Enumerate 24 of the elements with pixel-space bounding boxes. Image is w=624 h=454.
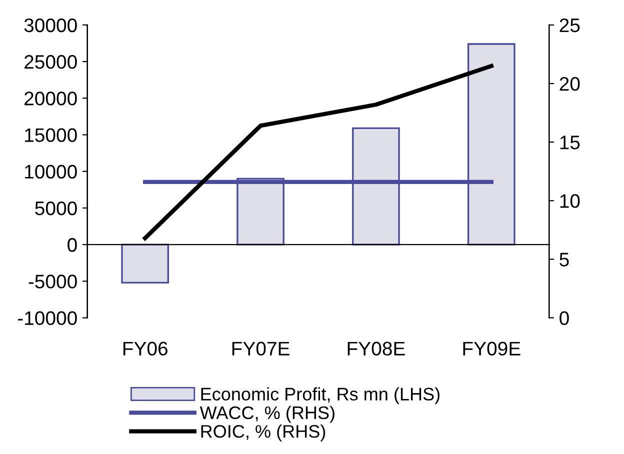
x-tick-label: FY06 [123, 342, 168, 356]
y2-tick-label: 25 [560, 18, 580, 32]
y2-tick-label: 20 [560, 77, 580, 91]
y2-tick-label: 0 [560, 311, 569, 326]
legend-label: Economic Profit, Rs mn (LHS) [201, 387, 440, 404]
y-tick-label: -5000 [28, 274, 77, 288]
y2-tick-label: 15 [560, 136, 580, 150]
y2-tick-label: 5 [560, 252, 569, 266]
y-tick-label: 5000 [35, 201, 77, 216]
legend-label: ROIC, % (RHS) [201, 424, 326, 442]
y-tick-label: 30000 [24, 18, 77, 32]
y-tick-label: 25000 [24, 55, 77, 69]
x-tick-label: FY07E [232, 342, 290, 356]
y-tick-label: 0 [68, 238, 77, 252]
y2-tick-label: 10 [560, 194, 580, 208]
y-tick-label: 10000 [25, 164, 77, 179]
y-tick-label: 15000 [25, 128, 77, 142]
x-tick-label: FY09E [463, 342, 520, 356]
x-tick-label: FY08E [348, 342, 405, 356]
line-series [142, 64, 494, 240]
legend-label: WACC, % (RHS) [200, 406, 334, 423]
y-tick-label: 20000 [24, 92, 77, 106]
y-tick-label: -10000 [18, 311, 77, 326]
bar [121, 244, 170, 284]
